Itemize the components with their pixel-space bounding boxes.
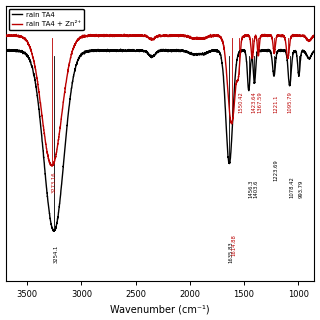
Text: 1221.1: 1221.1: [274, 95, 279, 113]
Text: 1635.83: 1635.83: [229, 242, 234, 263]
Text: 3254.1: 3254.1: [53, 245, 58, 263]
X-axis label: Wavenumber (cm⁻¹): Wavenumber (cm⁻¹): [110, 304, 210, 315]
Text: 1095.79: 1095.79: [287, 91, 292, 113]
Text: 1456.3: 1456.3: [248, 180, 253, 198]
Text: 1550.42: 1550.42: [238, 91, 243, 113]
Text: 3273.16: 3273.16: [51, 172, 56, 193]
Text: 1078.42: 1078.42: [289, 176, 294, 198]
Text: 1223.69: 1223.69: [273, 159, 278, 181]
Text: 1367.59: 1367.59: [258, 92, 263, 113]
Text: 1403.6: 1403.6: [254, 180, 259, 198]
Text: 1423.64: 1423.64: [252, 92, 257, 113]
Text: 993.79: 993.79: [298, 180, 303, 198]
Text: 1614.88: 1614.88: [231, 234, 236, 256]
Legend: rain TA4, rain TA4 + Zn²⁺: rain TA4, rain TA4 + Zn²⁺: [9, 9, 84, 30]
